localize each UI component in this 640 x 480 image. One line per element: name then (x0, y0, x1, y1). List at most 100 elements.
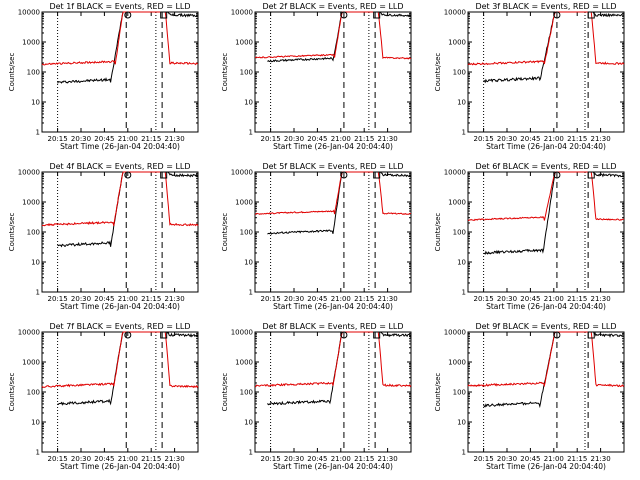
events-series-line (57, 331, 199, 406)
y-tick-label: 100 (453, 69, 466, 77)
x-tick-label: 20:30 (497, 455, 517, 463)
y-tick-label: 1 (462, 129, 466, 137)
events-series-line (483, 331, 625, 409)
y-tick-label: 1 (249, 129, 253, 137)
x-tick-label: 21:15 (354, 135, 374, 143)
x-tick-label: 21:30 (591, 135, 611, 143)
y-tick-label: 1000 (448, 39, 466, 47)
events-series-line (267, 331, 412, 406)
x-tick-label: 20:45 (307, 135, 327, 143)
x-tick-label: 20:30 (497, 135, 517, 143)
detector-panel: Det 9f BLACK = Events, RED = LLD 1 10 100 10… (434, 322, 625, 471)
detector-panel: Det 3f BLACK = Events, RED = LLD 1 10 100 10… (434, 2, 625, 151)
x-tick-label: 21:30 (378, 455, 398, 463)
x-axis-title: Start Time (26-Jan-04 20:04:40) (273, 462, 393, 471)
square-marker (160, 171, 168, 179)
y-tick-label: 1000 (22, 199, 40, 207)
y-axis-title: Counts/sec (8, 53, 16, 92)
y-tick-label: 1 (36, 129, 40, 137)
square-marker (373, 171, 381, 179)
y-tick-label: 100 (27, 229, 40, 237)
x-tick-label: 20:45 (94, 295, 114, 303)
y-tick-label: 10 (244, 259, 253, 267)
detector-panel: Det 7f BLACK = Events, RED = LLD 1 10 100 10… (8, 322, 199, 471)
events-series-line (483, 11, 625, 84)
events-series-line (57, 171, 199, 248)
x-axis-title: Start Time (26-Jan-04 20:04:40) (60, 142, 180, 151)
x-axis-title: Start Time (26-Jan-04 20:04:40) (273, 302, 393, 311)
x-tick-label: 20:15 (261, 295, 281, 303)
y-axis-title: Counts/sec (221, 53, 229, 92)
square-marker (587, 11, 595, 19)
lld-series-line (467, 331, 625, 388)
lld-series-line (41, 331, 199, 389)
detector-panel: Det 8f BLACK = Events, RED = LLD 1 10 100 10… (221, 322, 412, 471)
y-tick-label: 1000 (235, 359, 253, 367)
x-tick-label: 21:00 (544, 455, 564, 463)
lld-series-line (467, 171, 625, 221)
y-tick-label: 1000 (235, 39, 253, 47)
y-tick-label: 100 (240, 69, 253, 77)
y-tick-label: 1000 (22, 359, 40, 367)
y-tick-label: 10000 (444, 329, 466, 337)
x-tick-label: 21:30 (378, 295, 398, 303)
plot-frame (254, 331, 412, 453)
y-tick-label: 10000 (18, 329, 40, 337)
lld-series-line (467, 11, 625, 66)
x-tick-label: 20:45 (94, 455, 114, 463)
x-axis-title: Start Time (26-Jan-04 20:04:40) (486, 462, 606, 471)
y-axis-title: Counts/sec (221, 213, 229, 252)
y-axis-title: Counts/sec (8, 213, 16, 252)
x-tick-label: 20:15 (261, 455, 281, 463)
x-tick-label: 21:15 (141, 295, 161, 303)
plot-frame (467, 11, 625, 133)
circle-marker (124, 11, 132, 19)
y-tick-label: 100 (240, 389, 253, 397)
x-tick-label: 21:00 (118, 135, 138, 143)
x-tick-label: 20:15 (48, 295, 68, 303)
panel-title: Det 6f BLACK = Events, RED = LLD (475, 162, 616, 171)
y-tick-label: 100 (453, 389, 466, 397)
lld-series-line (41, 11, 199, 66)
panel-title: Det 5f BLACK = Events, RED = LLD (262, 162, 403, 171)
y-tick-label: 10 (244, 419, 253, 427)
x-tick-label: 21:15 (567, 295, 587, 303)
x-tick-label: 21:15 (354, 455, 374, 463)
y-tick-label: 10 (31, 419, 40, 427)
detector-panel: Det 2f BLACK = Events, RED = LLD 1 10 100 10… (221, 2, 412, 151)
square-marker (373, 11, 381, 19)
y-tick-label: 10 (457, 99, 466, 107)
x-tick-label: 20:30 (71, 135, 91, 143)
y-tick-label: 10000 (444, 9, 466, 17)
panel-title: Det 3f BLACK = Events, RED = LLD (475, 2, 616, 11)
plot-frame (254, 11, 412, 133)
y-tick-label: 1 (36, 289, 40, 297)
x-tick-label: 21:30 (591, 455, 611, 463)
y-tick-label: 1000 (448, 359, 466, 367)
panel-title: Det 8f BLACK = Events, RED = LLD (262, 322, 403, 331)
x-tick-label: 20:30 (284, 455, 304, 463)
lld-series-line (255, 171, 411, 215)
square-marker (160, 331, 168, 339)
square-marker (587, 331, 595, 339)
detector-panel: Det 4f BLACK = Events, RED = LLD 1 10 100 10… (8, 162, 199, 311)
x-tick-label: 20:30 (71, 295, 91, 303)
y-tick-label: 100 (27, 69, 40, 77)
x-tick-label: 20:45 (520, 135, 540, 143)
plot-frame (467, 331, 625, 453)
y-tick-label: 10 (457, 259, 466, 267)
x-tick-label: 21:15 (567, 455, 587, 463)
panel-title: Det 9f BLACK = Events, RED = LLD (475, 322, 616, 331)
y-tick-label: 100 (453, 229, 466, 237)
y-tick-label: 10000 (18, 169, 40, 177)
x-tick-label: 21:15 (141, 455, 161, 463)
y-tick-label: 10000 (18, 9, 40, 17)
circle-marker (340, 331, 348, 339)
circle-marker (340, 171, 348, 179)
y-tick-label: 1 (36, 449, 40, 457)
circle-marker (124, 331, 132, 339)
circle-marker (340, 11, 348, 19)
y-axis-title: Counts/sec (8, 373, 16, 412)
x-tick-label: 21:30 (378, 135, 398, 143)
